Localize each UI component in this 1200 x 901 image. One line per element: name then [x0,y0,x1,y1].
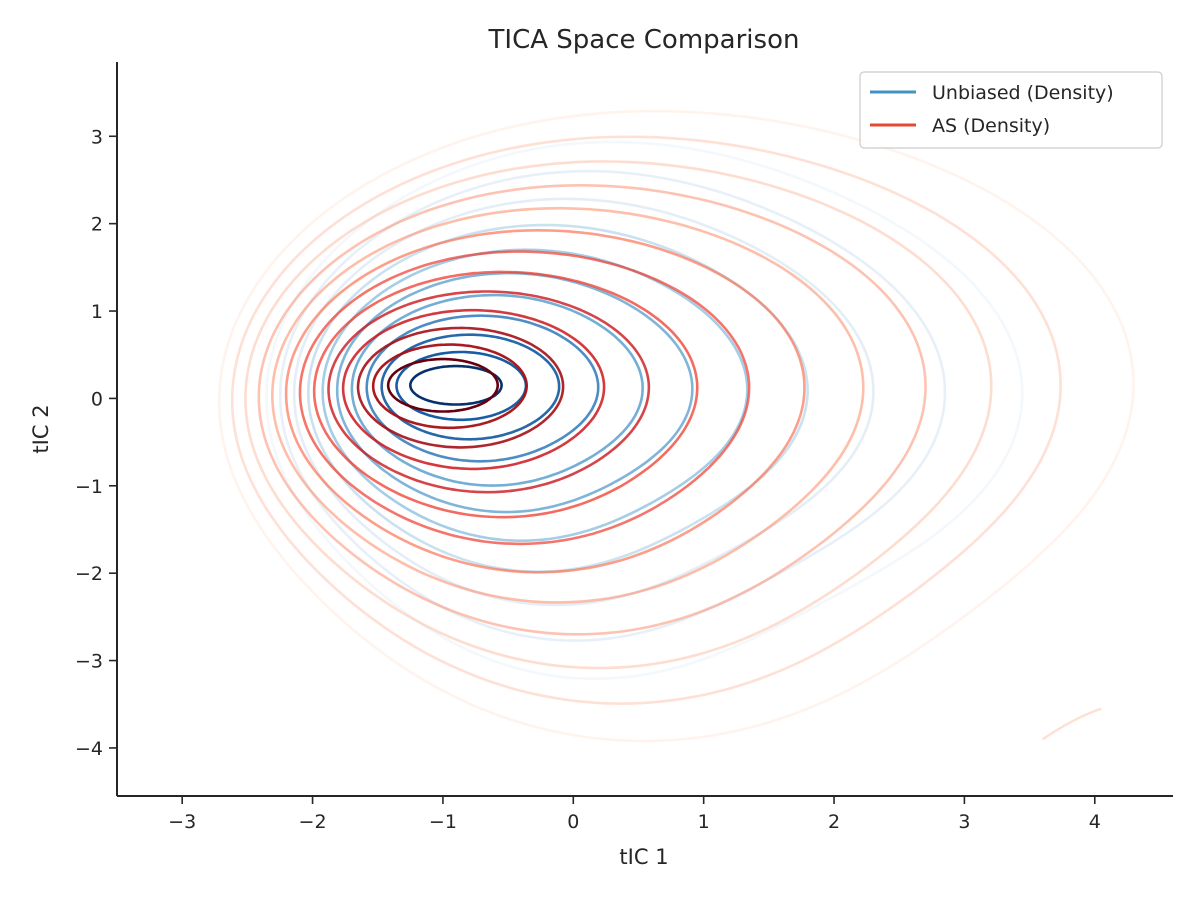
as-density-contour [217,109,1135,743]
unbiased-density-contour [408,364,503,406]
y-tick-label: −2 [75,563,103,585]
y-tick-label: 0 [91,388,103,410]
as-density-contour [230,135,1062,705]
unbiased-density-contour [306,223,809,574]
as-density-contour [327,290,651,494]
y-ticks: −4 −3 −2 −1 0 1 2 3 [75,126,117,760]
x-tick-label: −2 [299,811,327,833]
unbiased-density-contour [380,333,561,441]
legend: Unbiased (Density) AS (Density) [859,71,1163,149]
as-density-contour [356,326,565,449]
unbiased-density-contour [395,350,528,422]
as-density-contour [257,184,927,636]
chart-title: TICA Space Comparison [488,25,800,55]
unbiased-density-contour [365,314,600,463]
x-tick-label: −1 [429,811,457,833]
as-density-contour [371,343,529,430]
as-density-contour [341,308,606,471]
as-density-contour [244,160,993,670]
unbiased-density-contour [292,197,875,607]
x-tick-label: 4 [1089,811,1101,833]
unbiased-density-contour [335,271,694,514]
as-density-contour [270,206,865,604]
as-density-contour [284,228,806,574]
x-tick-label: 2 [828,811,840,833]
y-tick-label: −4 [75,738,103,760]
as-density-contour-fragment [1041,707,1102,741]
y-tick-label: −1 [75,476,103,498]
as-density-contour [312,270,699,519]
x-tick-label: 1 [698,811,710,833]
y-tick-label: 2 [91,214,103,236]
contour-area [217,109,1135,743]
x-tick-label: −3 [168,811,196,833]
unbiased-density-contour [350,293,644,487]
x-ticks: −3 −2 −1 0 1 2 3 4 [168,796,1101,833]
x-axis-label: tIC 1 [619,845,668,869]
y-axis-label: tIC 2 [29,404,53,453]
unbiased-density-contour [278,169,947,642]
as-density-contour [386,357,499,413]
y-tick-label: 1 [91,301,103,323]
unbiased-density-contour [265,140,1024,681]
x-tick-label: 3 [958,811,970,833]
legend-label-as: AS (Density) [932,115,1050,137]
legend-label-unbiased: Unbiased (Density) [932,82,1114,104]
y-tick-label: 3 [91,126,103,148]
legend-frame [859,71,1163,149]
x-tick-label: 0 [567,811,579,833]
as-density-contour [298,250,751,546]
y-tick-label: −3 [75,651,103,673]
